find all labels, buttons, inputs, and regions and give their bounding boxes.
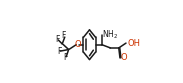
Text: O: O [120, 53, 127, 62]
Text: NH$_2$: NH$_2$ [102, 28, 119, 41]
Text: OH: OH [128, 39, 141, 48]
Text: F: F [55, 35, 59, 44]
Text: F: F [57, 47, 61, 56]
Text: F: F [63, 53, 68, 62]
Text: O: O [74, 40, 81, 49]
Text: F: F [62, 31, 66, 40]
